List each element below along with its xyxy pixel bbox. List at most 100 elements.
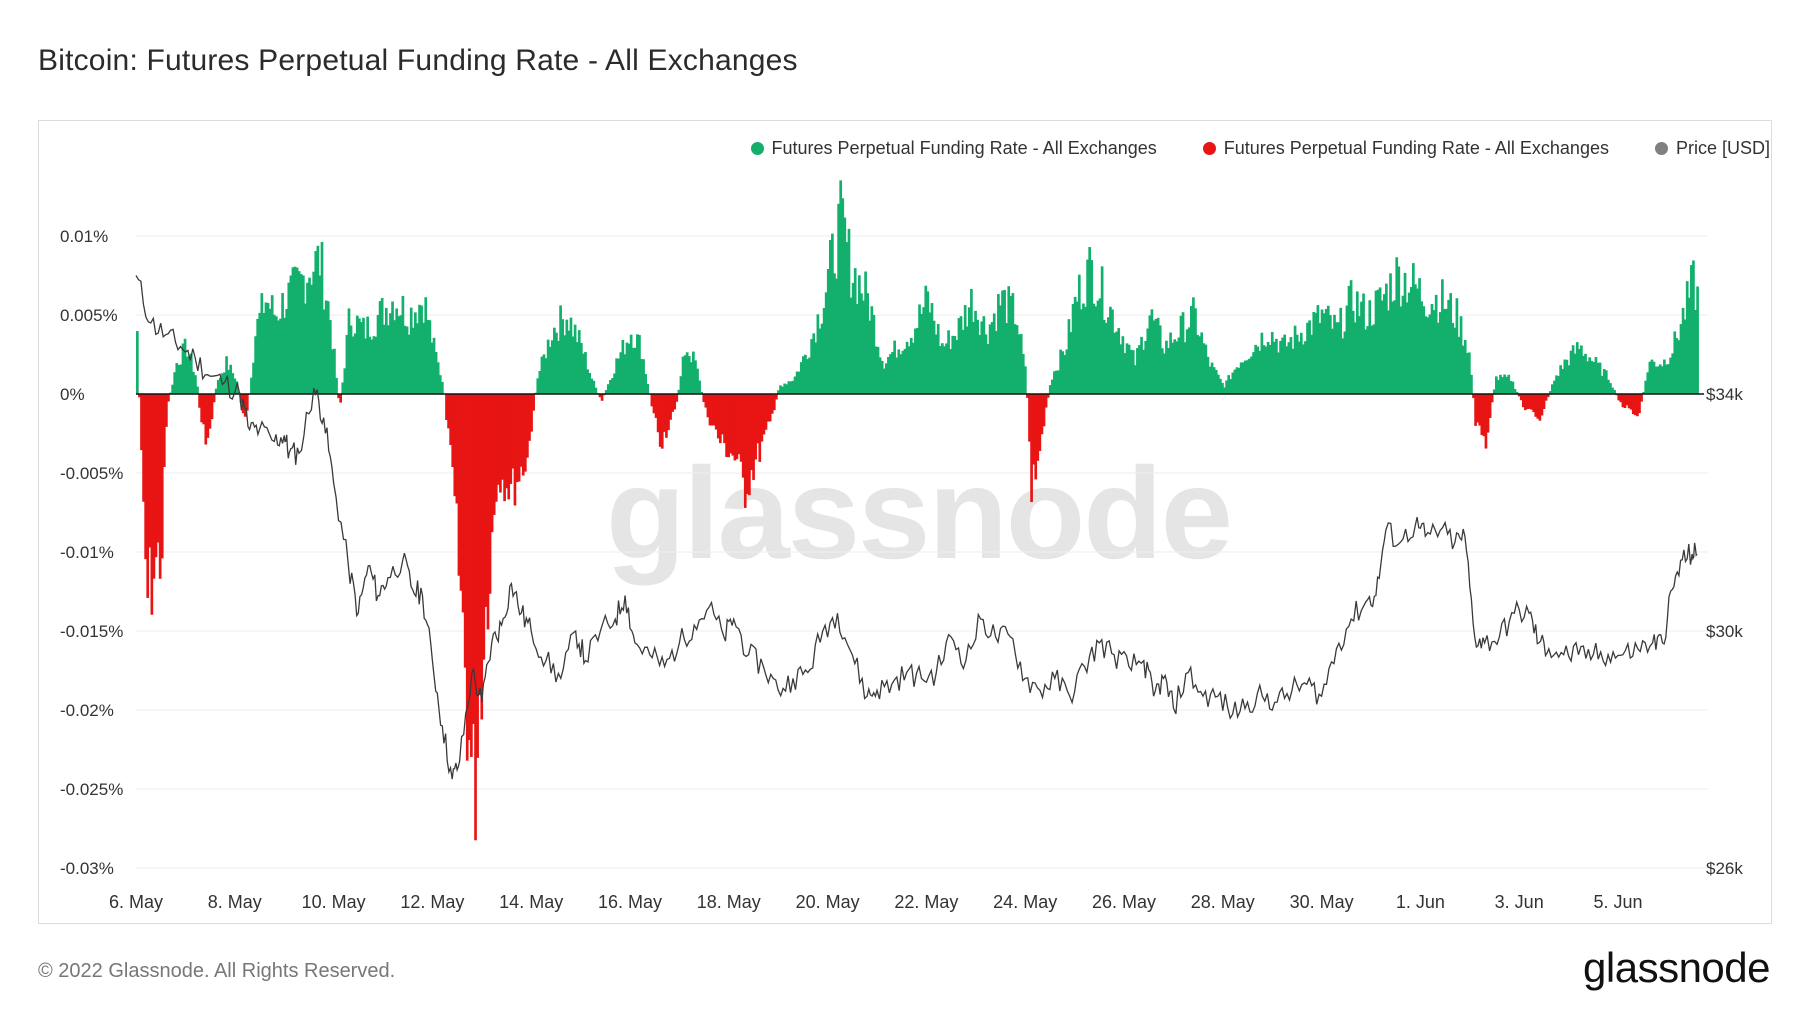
legend-item-funding-positive[interactable]: Futures Perpetual Funding Rate - All Exc… [750, 138, 1157, 159]
y2-tick-label: $30k [1706, 622, 1743, 641]
funding-bar-negative [1627, 394, 1631, 409]
funding-bar-positive [1314, 312, 1318, 394]
funding-bar-positive [1077, 274, 1081, 394]
funding-bar-negative [503, 394, 506, 502]
funding-bar-positive [789, 381, 793, 394]
funding-bar-positive [1146, 328, 1150, 394]
legend-item-funding-negative[interactable]: Futures Perpetual Funding Rate - All Exc… [1202, 138, 1609, 159]
funding-bar-positive [1001, 290, 1004, 394]
funding-bar-positive [1082, 303, 1085, 394]
funding-bar-negative [727, 394, 730, 458]
funding-bar-positive [258, 312, 262, 394]
funding-bar-negative [1046, 394, 1050, 398]
funding-bar-positive [988, 324, 992, 394]
funding-bar-positive [1102, 319, 1106, 394]
funding-bar-positive [1468, 352, 1471, 394]
funding-bar-positive [260, 293, 264, 394]
funding-bar-positive [1258, 350, 1262, 394]
funding-bar-negative [650, 394, 654, 407]
funding-bar-positive [1430, 304, 1434, 394]
funding-bar-positive [606, 384, 610, 394]
funding-bar-negative [1526, 394, 1529, 410]
funding-bar-positive [1084, 306, 1087, 394]
funding-bar-positive [1337, 322, 1340, 394]
funding-bar-positive [627, 343, 631, 394]
funding-bar-positive [1088, 247, 1092, 394]
funding-bar-negative [484, 394, 488, 607]
funding-bar-positive [1187, 327, 1191, 394]
funding-bar-negative [1519, 394, 1523, 401]
funding-bar-negative [470, 394, 473, 757]
funding-bar-negative [513, 394, 517, 506]
funding-bar-positive [820, 323, 824, 394]
funding-bar-positive [986, 344, 990, 394]
funding-bar-positive [196, 386, 199, 394]
legend-dot-gray [1654, 142, 1668, 155]
funding-bar-negative [1521, 394, 1525, 408]
funding-bar-positive [677, 389, 681, 394]
funding-bar-positive [1109, 306, 1112, 394]
funding-bar-positive [333, 348, 336, 394]
funding-bar-positive [1571, 345, 1575, 394]
funding-bar-positive [779, 385, 782, 394]
funding-bar-negative [451, 394, 455, 468]
funding-bar-negative [710, 394, 714, 426]
funding-bar-negative [766, 394, 770, 422]
funding-bar-positive [640, 359, 643, 394]
funding-bar-positive [976, 319, 979, 394]
funding-bar-positive [1252, 352, 1255, 394]
funding-bar-negative [1474, 394, 1477, 426]
funding-bar-positive [1380, 300, 1384, 394]
funding-bar-positive [187, 355, 191, 394]
funding-bar-positive [1667, 364, 1670, 394]
y2-tick-label: $26k [1706, 859, 1743, 878]
funding-bar-positive [322, 309, 326, 394]
funding-bar-positive [1513, 389, 1517, 394]
funding-bar-positive [399, 315, 403, 394]
funding-bar-negative [1040, 394, 1044, 435]
funding-bar-negative [158, 394, 162, 579]
funding-bar-positive [1125, 343, 1129, 394]
funding-bar-positive [1687, 297, 1691, 394]
funding-bar-positive [783, 383, 787, 394]
funding-bar-positive [1098, 298, 1102, 394]
funding-bar-positive [882, 368, 886, 394]
funding-bar-positive [812, 333, 816, 394]
funding-bar-negative [521, 394, 525, 476]
funding-bar-positive [970, 288, 973, 394]
funding-bar-positive [984, 334, 988, 394]
x-tick-label: 26. May [1092, 892, 1156, 912]
funding-bar-positive [1362, 293, 1365, 394]
funding-bar-positive [407, 334, 411, 394]
funding-bar-positive [1150, 309, 1154, 394]
y-tick-label: -0.02% [60, 701, 114, 720]
funding-bar-negative [1625, 394, 1629, 406]
x-tick-label: 22. May [894, 892, 958, 912]
funding-bar-positive [272, 314, 276, 394]
funding-bar-positive [625, 342, 629, 394]
funding-bar-positive [1221, 382, 1224, 394]
funding-bar-positive [617, 358, 621, 394]
funding-bar-positive [870, 306, 874, 394]
funding-bar-positive [1374, 290, 1378, 394]
funding-bar-positive [1007, 286, 1011, 394]
x-tick-label: 16. May [598, 892, 662, 912]
funding-bar-positive [1438, 312, 1442, 394]
funding-bar-positive [1349, 280, 1353, 394]
funding-bar-positive [1175, 341, 1179, 394]
funding-bar-negative [748, 394, 751, 496]
funding-bar-negative [532, 394, 535, 411]
funding-bar-positive [1445, 308, 1448, 394]
funding-bar-positive [694, 360, 697, 394]
funding-bar-positive [934, 334, 938, 394]
funding-bar-positive [1285, 346, 1289, 394]
funding-bar-positive [1080, 309, 1083, 394]
legend-item-price[interactable]: Price [USD] [1654, 138, 1770, 159]
funding-bar-positive [932, 320, 936, 394]
funding-bar-positive [409, 307, 413, 394]
funding-bar-positive [1673, 331, 1677, 394]
funding-bar-negative [243, 394, 247, 417]
funding-bar-negative [658, 394, 662, 447]
funding-bar-positive [1409, 286, 1413, 394]
